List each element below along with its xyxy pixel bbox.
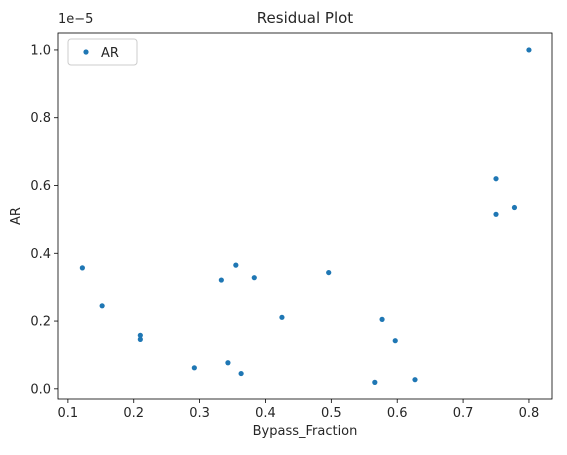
data-points xyxy=(79,47,532,385)
data-point xyxy=(511,204,518,211)
legend-label: AR xyxy=(101,46,119,61)
y-tick-label: 0.4 xyxy=(30,247,51,262)
legend-box xyxy=(67,38,138,66)
data-point xyxy=(225,360,231,366)
y-tick-label: 0.8 xyxy=(30,111,51,126)
x-tick-label: 0.7 xyxy=(453,406,474,421)
data-point xyxy=(412,377,418,383)
data-point xyxy=(99,303,105,309)
x-tick-label: 0.1 xyxy=(58,406,79,421)
x-tick-label: 0.3 xyxy=(189,406,210,421)
x-tick-label: 0.4 xyxy=(255,406,276,421)
data-point xyxy=(137,332,143,338)
chart-title: Residual Plot xyxy=(257,9,354,27)
data-point xyxy=(493,211,499,217)
legend-marker xyxy=(83,49,89,55)
data-point xyxy=(137,336,143,342)
data-point xyxy=(493,176,499,182)
data-point xyxy=(218,277,224,283)
y-tick-label: 1.0 xyxy=(30,43,51,58)
data-point xyxy=(233,262,239,268)
data-point xyxy=(326,269,332,276)
data-point xyxy=(79,265,85,271)
data-point xyxy=(251,275,257,281)
data-point xyxy=(379,316,385,322)
plot-axes: 0.1 0.2 0.3 0.4 0.5 0.6 0.7 0.8 0.0 0.2 0.4 0.6 0.8… xyxy=(30,32,553,421)
legend: AR xyxy=(67,38,138,66)
x-tick-label: 0.8 xyxy=(519,406,540,421)
data-point xyxy=(392,338,398,344)
y-tick-label: 0.2 xyxy=(30,315,51,330)
y-tick-label: 0.0 xyxy=(30,382,51,397)
y-axis-ticks: 0.0 0.2 0.4 0.6 0.8 1.0 xyxy=(30,43,58,397)
data-point xyxy=(372,379,378,385)
x-axis-ticks: 0.1 0.2 0.3 0.4 0.5 0.6 0.7 0.8 xyxy=(58,399,540,421)
data-point xyxy=(238,370,244,377)
y-axis-label: AR xyxy=(9,207,24,225)
data-point xyxy=(279,314,285,320)
plot-frame xyxy=(57,32,553,400)
x-tick-label: 0.5 xyxy=(321,406,342,421)
y-tick-label: 0.6 xyxy=(30,179,51,194)
x-tick-label: 0.2 xyxy=(123,406,144,421)
y-axis-exponent-label: 1e−5 xyxy=(58,12,93,27)
x-tick-label: 0.6 xyxy=(387,406,408,421)
x-axis-label: Bypass_Fraction xyxy=(253,424,358,439)
data-point xyxy=(526,47,532,53)
data-point xyxy=(191,365,197,371)
